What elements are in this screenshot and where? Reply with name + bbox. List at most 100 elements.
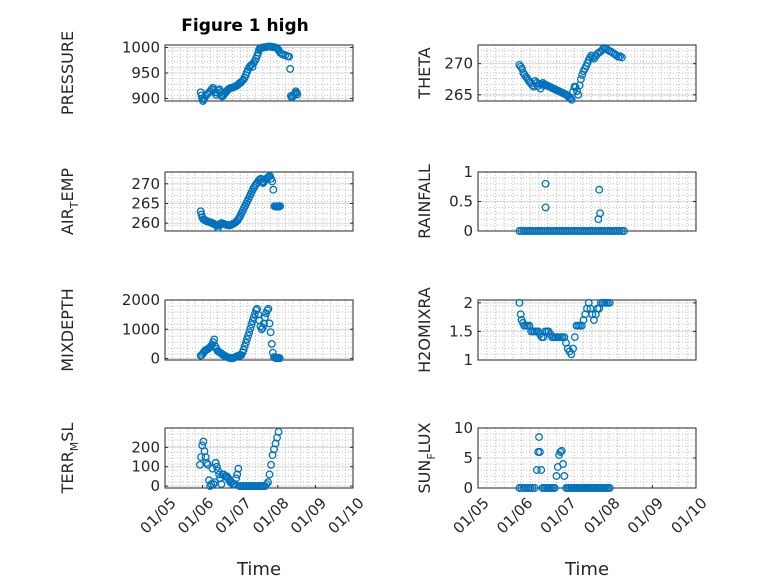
- subplot-6: 1 1.5 2 H2OMIXRA: [415, 287, 697, 373]
- y-tick-label: 270: [444, 55, 473, 73]
- data-point: [232, 474, 241, 483]
- data-point: [286, 64, 295, 73]
- data-point: [196, 460, 204, 469]
- data-point: [203, 460, 212, 469]
- data-point: [263, 306, 272, 315]
- data-point: [262, 480, 271, 489]
- data-point: [566, 94, 575, 103]
- data-point: [526, 484, 535, 492]
- data-point: [246, 324, 255, 333]
- data-point: [211, 458, 220, 467]
- subplot-5: 0 1000 2000 MIXDEPTH: [58, 288, 354, 372]
- data-point: [535, 433, 543, 441]
- data-point: [515, 298, 524, 307]
- data-point: [274, 427, 283, 436]
- data-point: [264, 304, 273, 313]
- data-point: [616, 52, 625, 61]
- data-point: [541, 203, 550, 212]
- y-axis-label: SUNFLUX: [415, 422, 438, 493]
- data-point: [293, 90, 302, 99]
- data-point: [620, 227, 629, 235]
- data-point: [586, 53, 595, 62]
- data-point: [266, 328, 275, 337]
- data-point: [571, 83, 580, 92]
- y-axis-label: RAINFALL: [415, 164, 434, 239]
- figure-title: Figure 1 high: [181, 16, 309, 36]
- data-point: [247, 320, 256, 329]
- y-tick-label: 1: [463, 163, 473, 181]
- y-axis-label: THETA: [415, 47, 434, 99]
- data-point: [268, 177, 277, 186]
- y-tick-label: 2000: [122, 291, 160, 309]
- axes-box: [164, 299, 354, 361]
- data-point: [532, 466, 541, 474]
- data-point: [258, 323, 267, 332]
- y-axis-label: H2OMIXRA: [415, 287, 434, 373]
- data-point: [516, 310, 525, 319]
- y-tick-label: 260: [131, 214, 160, 232]
- data-point: [217, 480, 226, 489]
- data-point: [244, 331, 253, 340]
- axes-box: [164, 171, 354, 232]
- data-point: [528, 484, 537, 492]
- data-point: [275, 354, 284, 363]
- data-point: [264, 478, 272, 487]
- data-point: [559, 460, 567, 468]
- y-axis-label: MIXDEPTH: [58, 288, 77, 371]
- data-point: [557, 446, 566, 455]
- data-point: [265, 470, 274, 479]
- data-point: [596, 209, 605, 218]
- data-point: [265, 319, 274, 328]
- data-point: [569, 344, 577, 353]
- data-point: [285, 52, 294, 61]
- data-point: [239, 345, 248, 354]
- data-point: [576, 75, 585, 84]
- y-tick-label: 265: [131, 194, 160, 212]
- data-point: [605, 298, 614, 307]
- data-point: [212, 462, 221, 471]
- data-point: [550, 484, 559, 492]
- data-point: [267, 460, 275, 469]
- y-tick-label: 2: [463, 294, 473, 312]
- y-tick-label: 0.5: [449, 193, 473, 211]
- data-point: [240, 342, 249, 351]
- data-point: [234, 464, 243, 473]
- y-tick-label: 270: [131, 175, 160, 193]
- y-tick-label: 1000: [122, 320, 160, 338]
- axes-box: [477, 44, 697, 102]
- data-point: [276, 202, 285, 211]
- y-tick-label: 100: [131, 458, 160, 476]
- x-axis-label: Time: [564, 559, 609, 580]
- data-point: [605, 484, 614, 492]
- data-point: [197, 453, 206, 461]
- y-axis-label: TERRMSL: [58, 423, 81, 495]
- data-point: [269, 185, 278, 194]
- data-point: [199, 437, 208, 446]
- subplot-2: 265 270 THETA: [415, 44, 697, 104]
- data-point: [267, 339, 276, 348]
- data-point: [595, 185, 604, 194]
- y-tick-label: 1: [463, 351, 473, 369]
- data-point: [243, 335, 251, 344]
- data-point: [556, 448, 565, 456]
- y-tick-label: 265: [444, 86, 473, 104]
- data-point: [261, 313, 269, 322]
- data-point: [214, 466, 222, 475]
- data-point: [612, 51, 621, 60]
- data-point: [537, 466, 546, 474]
- data-point: [241, 338, 250, 347]
- data-point: [552, 472, 561, 480]
- subplot-4: 0 0.5 1 RAINFALL: [415, 163, 697, 240]
- data-point: [574, 90, 583, 99]
- y-tick-label: 200: [131, 438, 160, 456]
- data-point: [570, 333, 579, 342]
- data-point: [567, 95, 576, 104]
- data-point: [617, 227, 626, 235]
- y-tick-label: 5: [463, 449, 473, 467]
- y-tick-label: 1000: [122, 39, 160, 57]
- x-axis-label: Time: [236, 559, 281, 580]
- data-point: [535, 448, 544, 456]
